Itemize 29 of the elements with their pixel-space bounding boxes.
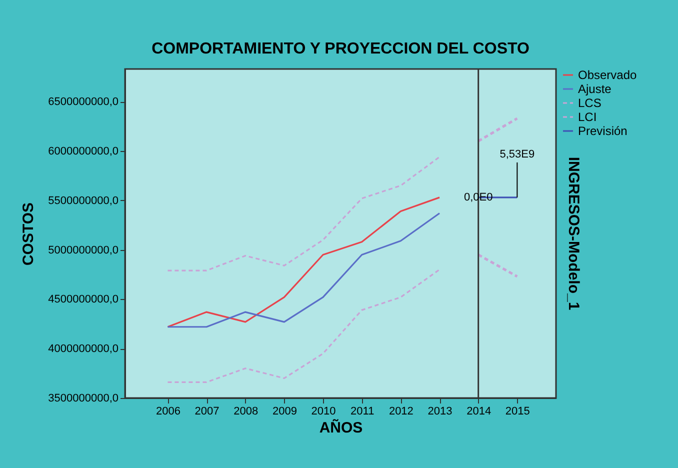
y-tick-label: 6500000000,0 — [48, 96, 118, 108]
y-axis-title: COSTOS — [20, 202, 38, 266]
annotation: 5,53E9 — [500, 148, 535, 160]
chart-title: COMPORTAMIENTO Y PROYECCION DEL COSTO — [152, 40, 530, 58]
x-tick-label: 2009 — [272, 406, 297, 418]
x-tick-label: 2010 — [311, 406, 336, 418]
y-tick-label: 3500000000,0 — [48, 392, 118, 404]
legend-label: Previsión — [578, 124, 628, 138]
x-tick-label: 2006 — [156, 406, 180, 418]
x-tick-label: 2015 — [505, 406, 530, 418]
line-series — [166, 156, 440, 272]
legend-label: Observado — [578, 68, 638, 82]
y2-axis-title: INGRESOS-Modelo_1 — [565, 156, 582, 310]
legend-label: LCI — [578, 110, 597, 124]
x-tick-label: 2014 — [466, 406, 492, 418]
y-tick-label: 5000000000,0 — [48, 244, 118, 256]
legend-label: Ajuste — [578, 82, 612, 96]
y-tick-label: 6000000000,0 — [48, 146, 118, 158]
x-axis-title: AÑOS — [319, 418, 363, 436]
y-tick-label: 5500000000,0 — [48, 194, 118, 207]
x-tick-label: 2008 — [234, 406, 258, 418]
x-tick-label: 2012 — [388, 406, 414, 418]
x-tick-label: 2013 — [428, 406, 452, 418]
legend-label: LCS — [578, 96, 602, 110]
y-tick-label: 4000000000,0 — [48, 343, 118, 356]
line-series — [166, 268, 440, 383]
y-tick-label: 4500000000,0 — [48, 294, 118, 306]
x-tick-label: 2007 — [194, 406, 220, 418]
x-tick-label: 2011 — [350, 406, 374, 418]
